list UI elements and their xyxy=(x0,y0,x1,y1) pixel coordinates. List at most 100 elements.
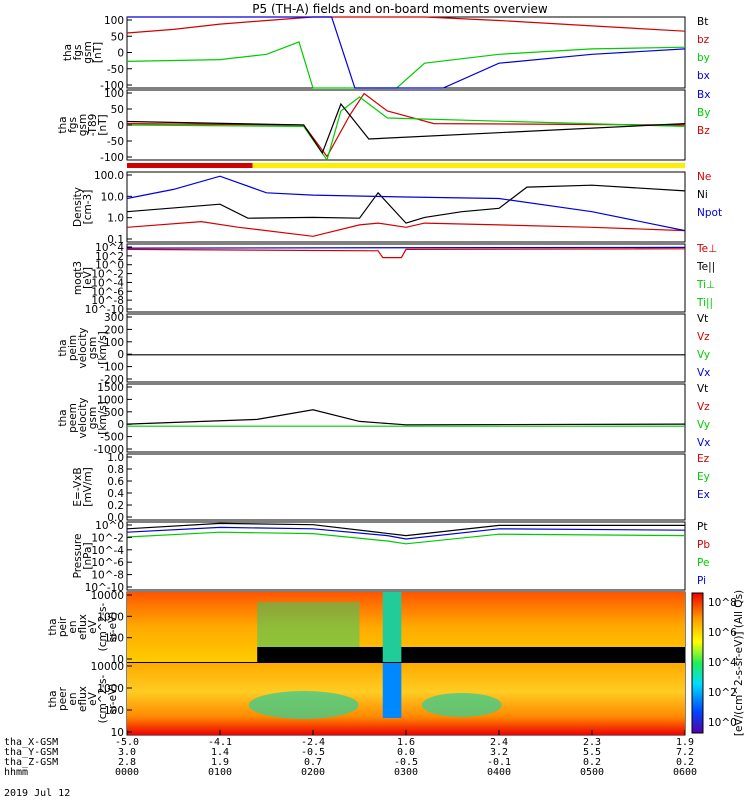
electron-spectrogram-bg xyxy=(127,663,685,735)
legend-peim-velocity-3: Vx xyxy=(697,367,710,379)
xaxis-value: 7.2 xyxy=(676,747,694,758)
date-label: 2019 Jul 12 xyxy=(4,788,70,799)
legend-pressure-1: Pb xyxy=(697,539,710,551)
panel-frame-fgs-gsm xyxy=(126,16,686,89)
trace-t89-by xyxy=(126,96,686,162)
legend-peem-velocity-2: Vy xyxy=(697,419,710,431)
ylabel-efield: E=-VxB[mV/m] xyxy=(72,467,94,506)
xaxis-value: 0600 xyxy=(673,767,697,778)
xaxis-row-label: tha_X-GSM xyxy=(4,737,58,748)
legend-efield-2: Ex xyxy=(697,489,710,501)
legend-temperature-0: Te⊥ xyxy=(696,243,717,255)
electron-blob-2 xyxy=(421,693,502,717)
ytick-label-peir-eflux: 1000 xyxy=(97,611,124,623)
series-density-Ne xyxy=(126,220,686,237)
colorbar-tick: 10^8 xyxy=(708,597,737,609)
ytick-label-peem-velocity: 1000 xyxy=(97,394,124,406)
xaxis-value: 0100 xyxy=(208,767,232,778)
legend-fgs-gsm-t89-0: Bx xyxy=(697,89,710,101)
panel-frame-temperature xyxy=(126,243,686,313)
ytick-label-temperature: 10^-2 xyxy=(91,269,124,281)
plot-title: P5 (TH-A) fields and on-board moments ov… xyxy=(252,2,548,16)
ytick-label-fgs-gsm-t89: 100 xyxy=(104,88,124,100)
ytick-label-fgs-gsm: 0 xyxy=(117,48,124,60)
ytick-label-fgs-gsm-t89: -100 xyxy=(100,152,124,164)
ytick-label-efield: 0.0 xyxy=(107,512,124,524)
ylabel-fgs-gsm-t89: thafgsgsm-T89[nT] xyxy=(57,114,109,137)
legend-temperature-2: Ti⊥ xyxy=(696,279,715,291)
ytick-label-peim-velocity: 0 xyxy=(117,349,124,361)
ytick-label-density: 1.0 xyxy=(107,213,124,225)
colorbar-tick: 10^6 xyxy=(708,627,737,639)
xaxis-value: 0300 xyxy=(394,767,418,778)
legend-pressure-3: Pi xyxy=(697,575,706,587)
colorbar: 10^8 10^6 10^4 10^2 10^0[eV/(cm^2-s-sr-eV)] … xyxy=(691,590,745,736)
xaxis-value: 1.4 xyxy=(211,747,229,758)
legend-peim-velocity-0: Vt xyxy=(697,313,708,325)
trace-pressure-pe xyxy=(126,531,686,545)
colorbar-scale xyxy=(691,592,704,734)
ytick-label-pressure: 10^-6 xyxy=(91,557,124,569)
xaxis-row-label: tha_Y-GSM xyxy=(4,747,58,758)
xaxis-value: 1.6 xyxy=(397,737,415,748)
panel-frame-peim-velocity xyxy=(126,313,686,383)
legend-pressure-0: Pt xyxy=(697,521,707,533)
legend-peem-velocity-1: Vz xyxy=(697,401,710,413)
colorbar-label: [eV/(cm^2-s-sr-eV)] (All Qs) xyxy=(733,590,745,736)
legend-peim-velocity-2: Vy xyxy=(697,349,710,361)
ytick-label-peim-velocity: 200 xyxy=(104,324,124,336)
xaxis-value: 0000 xyxy=(115,767,139,778)
xaxis-value: 1.9 xyxy=(211,757,229,768)
ytick-label-efield: 0.8 xyxy=(107,464,124,476)
xaxis-value: 0.0 xyxy=(397,747,415,758)
electron-spectrogram-gap xyxy=(382,663,402,718)
xaxis-value: 1.9 xyxy=(676,737,694,748)
panels-group: thafgsgsm[nT] thafgsgsm-T89[nT] Density[cm… xyxy=(47,16,686,736)
ylabel-peim-velocity: thapeimvelocitygsm[km/s] xyxy=(57,327,109,368)
panel-frame-efield xyxy=(126,453,686,521)
series-density-Ni xyxy=(126,184,686,224)
xaxis-value: 0.2 xyxy=(583,757,601,768)
xaxis-row-label: hhmm xyxy=(4,767,28,778)
ytick-label-peim-velocity: 100 xyxy=(104,337,124,349)
legend-fgs-gsm-t89-2: Bz xyxy=(697,125,710,137)
xaxis-value: -5.0 xyxy=(115,737,139,748)
series-fgs-gsm-bx xyxy=(127,16,686,89)
legend-peim-velocity-1: Vz xyxy=(697,331,710,343)
legend-efield-0: Ez xyxy=(697,453,710,465)
series-density-Npot xyxy=(126,175,686,232)
mode-bar-slow xyxy=(127,163,253,168)
ytick-label-peim-velocity: 300 xyxy=(104,312,124,324)
ion-spectrogram-gap xyxy=(382,592,402,662)
ytick-label-fgs-gsm-t89: -50 xyxy=(107,136,124,148)
ytick-label-fgs-gsm-t89: 50 xyxy=(111,104,124,116)
xaxis-row-label: tha_Z-GSM xyxy=(4,757,58,768)
axis-ticks: 100500-50-100100500-50-100100.010.01.00.… xyxy=(85,15,132,739)
trace-pressure-pi xyxy=(126,526,686,540)
xaxis-value: -0.5 xyxy=(394,757,418,768)
x-axis: tha_X-GSM -5.0 -4.1 -2.4 1.6 2.4 2.3 1.9 tha_Y-G… xyxy=(4,730,697,778)
xaxis-value: 0.7 xyxy=(304,757,322,768)
ytick-label-efield: 0.6 xyxy=(107,476,124,488)
panel-frame-pressure xyxy=(126,521,686,591)
legend-fgs-gsm-0: Bt xyxy=(697,16,708,28)
legend-temperature-3: Ti|| xyxy=(696,297,713,309)
ytick-label-peim-velocity: -200 xyxy=(100,374,124,386)
panel-frame-peem-velocity xyxy=(126,383,686,453)
ylabel-peer-eflux: thapeerenefluxeV(cm^2-s-sr-eV) xyxy=(47,674,119,723)
xaxis-value: 5.5 xyxy=(583,747,601,758)
legend-pressure-2: Pe xyxy=(697,557,709,569)
ytick-label-temperature: 10^4 xyxy=(95,242,124,254)
ytick-label-peem-velocity: 1500 xyxy=(97,382,124,394)
ytick-label-temperature: 10^-10 xyxy=(85,304,124,316)
ytick-label-fgs-gsm: 100 xyxy=(104,15,124,27)
ytick-label-fgs-gsm: 50 xyxy=(111,31,124,43)
ytick-label-peem-velocity: -1000 xyxy=(93,444,124,456)
xaxis-value: 0.2 xyxy=(676,757,694,768)
ytick-label-efield: 0.4 xyxy=(107,488,124,500)
ytick-label-pressure: 10^-8 xyxy=(91,570,124,582)
colorbar-tick: 10^4 xyxy=(708,657,737,669)
ylabel-density: Density[cm-3] xyxy=(72,187,94,227)
xaxis-value: 2.4 xyxy=(490,737,508,748)
